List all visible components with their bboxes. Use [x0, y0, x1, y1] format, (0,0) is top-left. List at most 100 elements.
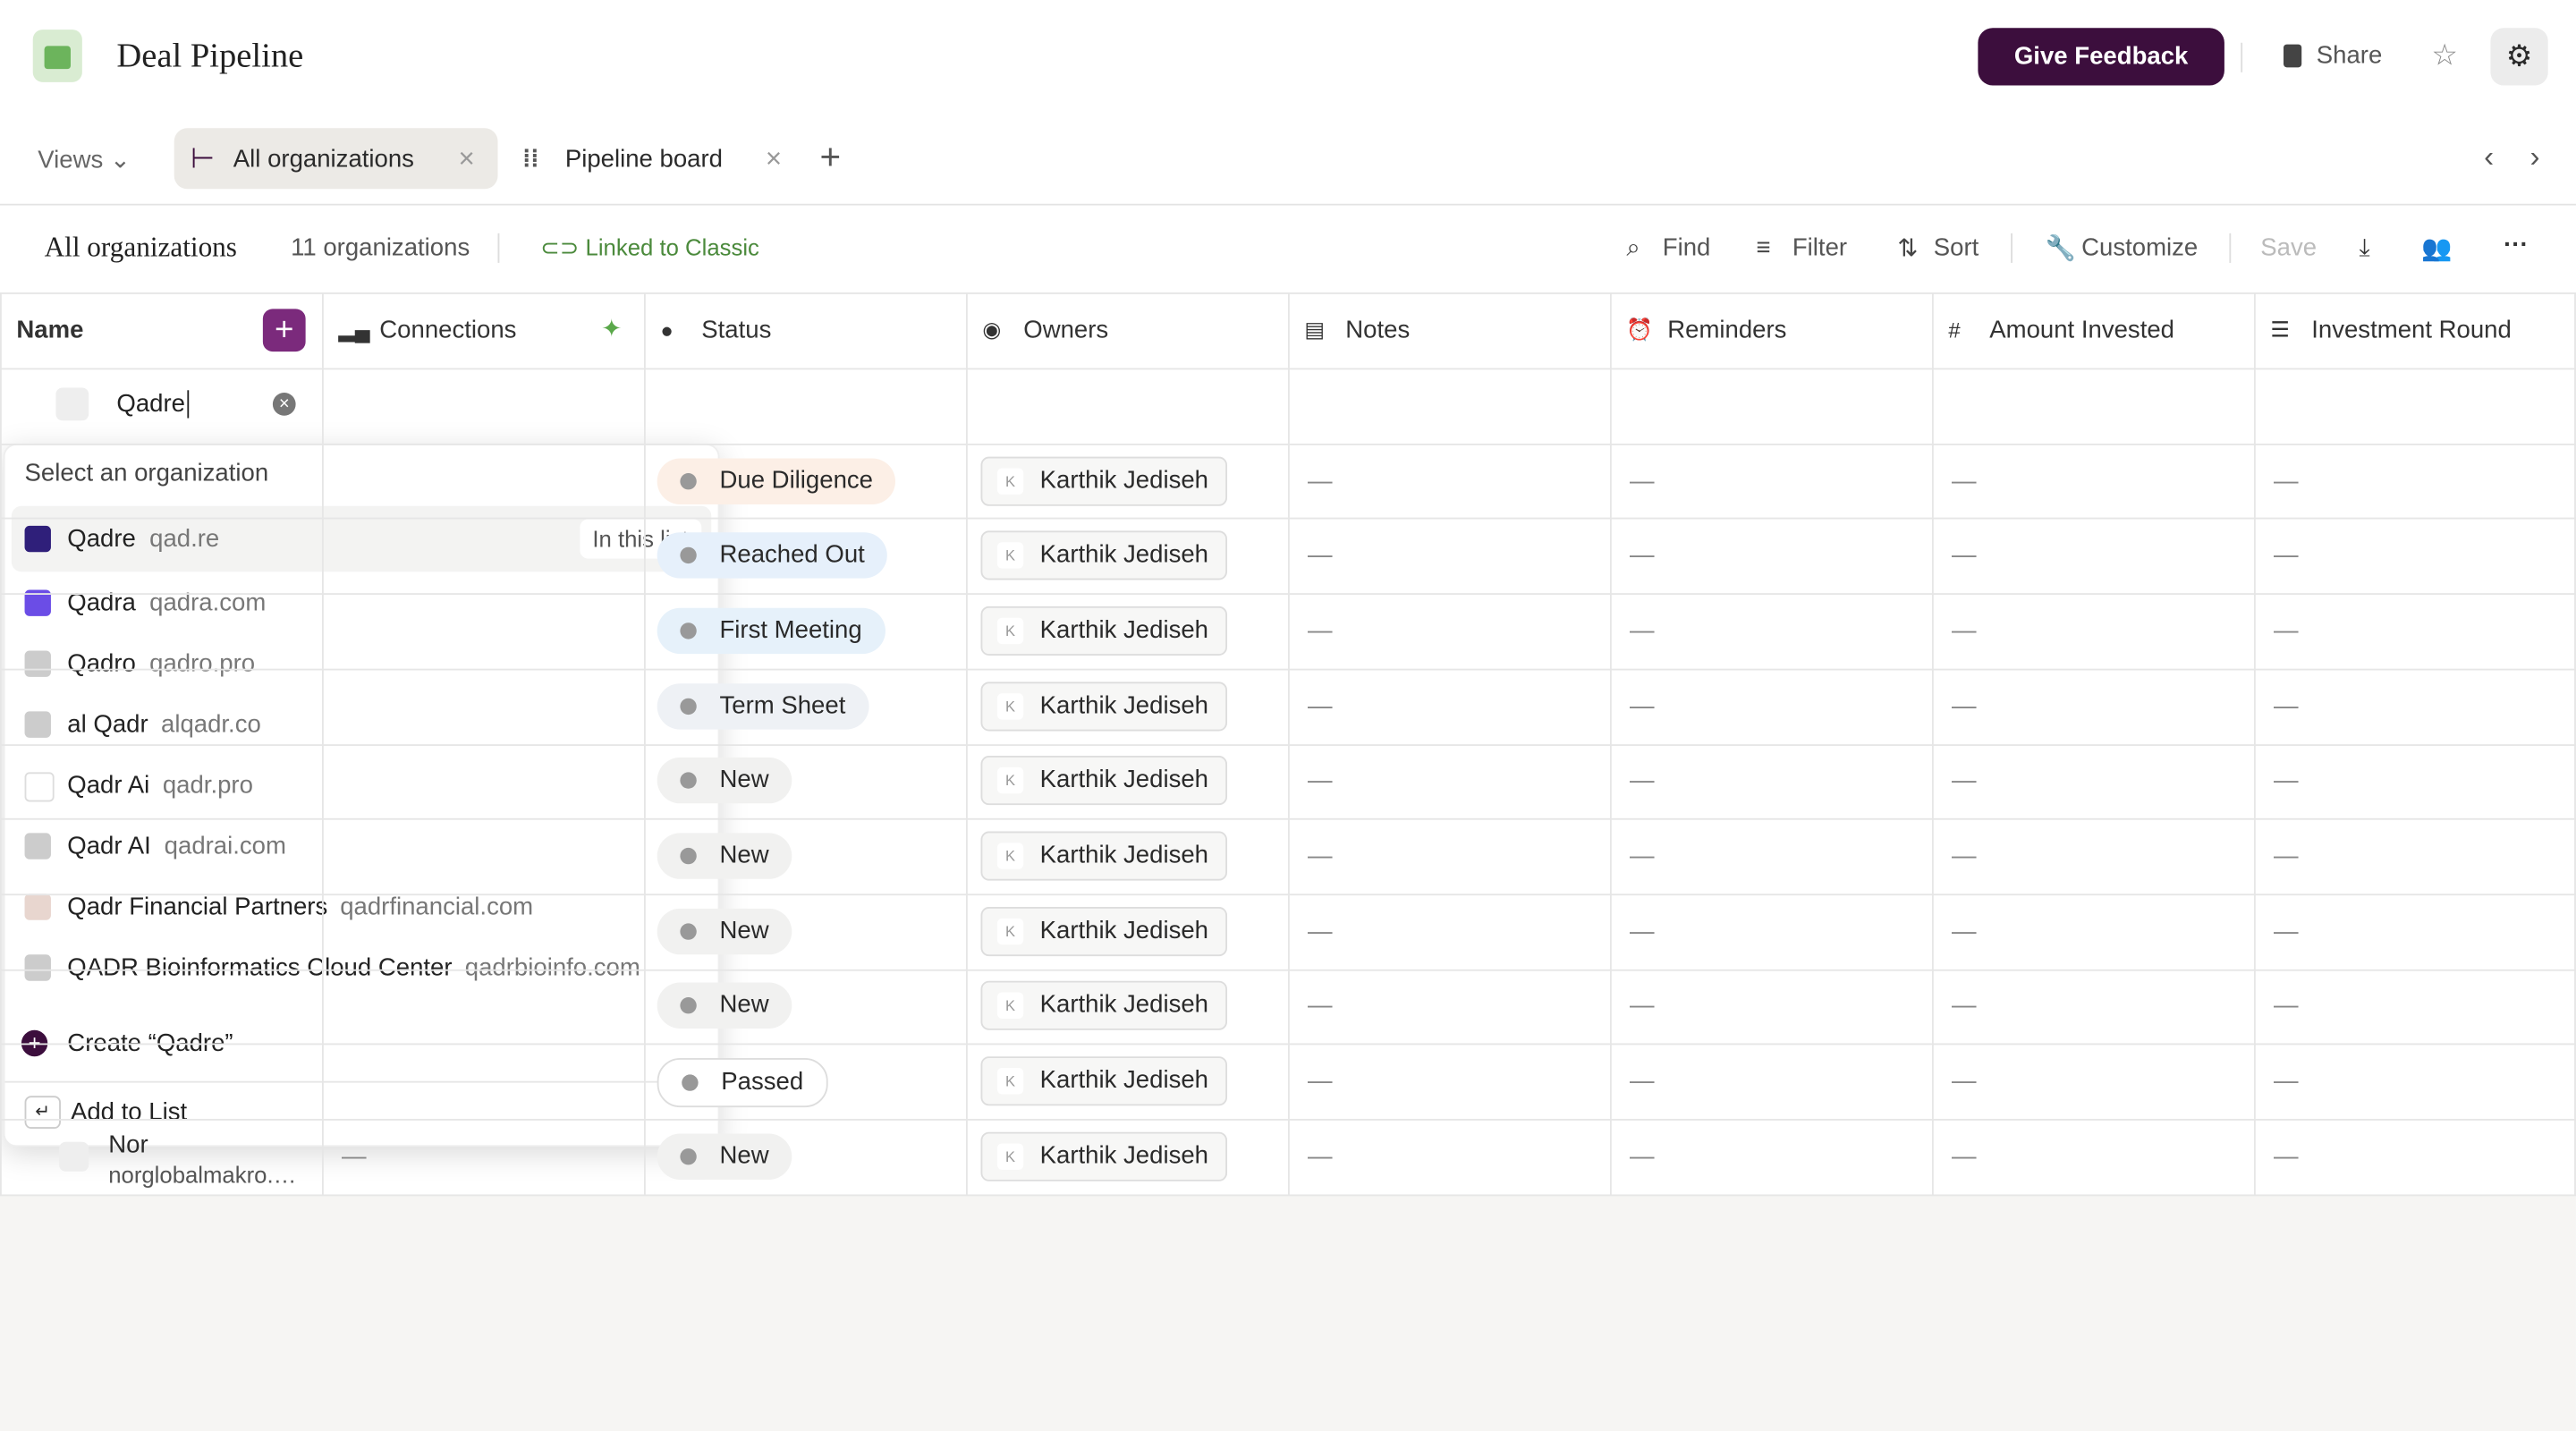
add-tab[interactable]: + [819, 136, 842, 178]
feedback-button[interactable]: Give Feedback [1978, 28, 2224, 86]
status-pill[interactable]: Due Diligence [657, 457, 896, 504]
owner-chip[interactable]: K Karthik Jediseh [980, 605, 1227, 656]
clear-button[interactable]: × [272, 393, 296, 416]
status-label: Reached Out [719, 540, 865, 570]
org-name[interactable]: Nor [108, 1130, 148, 1159]
column-header[interactable]: Notes [1345, 316, 1411, 344]
status-pill[interactable]: Term Sheet [657, 682, 869, 729]
owner-chip[interactable]: K Karthik Jediseh [980, 756, 1227, 806]
owner-name: Karthik Jediseh [1039, 766, 1209, 794]
tab-close[interactable]: × [765, 142, 783, 174]
classic-link[interactable]: ⊂⊃ Linked to Classic [540, 233, 759, 261]
share-button[interactable]: Share [2316, 41, 2383, 71]
empty-cell: — [1630, 691, 1655, 720]
status-pill[interactable]: New [657, 758, 792, 804]
views-menu[interactable]: Views ⌄ [38, 146, 131, 174]
owner-chip[interactable]: K Karthik Jediseh [980, 530, 1227, 580]
owner-chip[interactable]: K Karthik Jediseh [980, 681, 1227, 731]
empty-cell: — [342, 1142, 367, 1171]
dropdown-item[interactable]: QADR Bioinformatics Cloud Center qadrbioi… [12, 935, 711, 1000]
tab-label[interactable]: All organizations [233, 145, 414, 174]
status-pill[interactable]: New [657, 833, 792, 879]
toolbar-button[interactable]: Filter [1792, 233, 1848, 263]
more-button[interactable]: ··· [2504, 231, 2529, 259]
toolbar-button[interactable]: Save [2260, 233, 2318, 263]
empty-area [0, 1194, 2576, 1431]
status-pill[interactable]: New [657, 983, 792, 1029]
dropdown-item[interactable]: Qadre qad.re In this list [11, 505, 712, 572]
dropdown-heading: Select an organization [24, 459, 269, 487]
create-option[interactable]: Create “Qadre” [67, 1029, 233, 1058]
owner-avatar: K [996, 542, 1024, 570]
add-record[interactable]: + [262, 309, 306, 352]
column-header[interactable]: Owners [1023, 316, 1109, 344]
row-border [0, 668, 2576, 671]
empty-cell: — [1308, 766, 1333, 795]
empty-cell: — [1308, 992, 1333, 1020]
owner-chip[interactable]: K Karthik Jediseh [980, 1056, 1227, 1106]
empty-cell: — [2273, 466, 2299, 495]
status-pill[interactable]: Passed [657, 1058, 828, 1108]
org-domain: qadr.pro [162, 771, 253, 800]
owner-avatar: K [996, 993, 1024, 1020]
status-pill[interactable]: Reached Out [657, 532, 888, 580]
org-icon [59, 1141, 89, 1172]
status-dot [680, 472, 697, 489]
column-header[interactable]: Investment Round [2311, 316, 2512, 344]
owner-chip[interactable]: K Karthik Jediseh [980, 831, 1227, 881]
owner-chip[interactable]: K Karthik Jediseh [980, 906, 1227, 956]
action-icon: 🔧 [2045, 234, 2077, 263]
dropdown-item[interactable]: Qadra qadra.com [12, 570, 711, 635]
download-button[interactable]: ⤓ [2359, 233, 2370, 263]
divider [0, 203, 2576, 206]
divider [497, 233, 500, 263]
toolbar-button[interactable]: Customize [2081, 233, 2199, 263]
column-header[interactable]: Name [16, 316, 84, 344]
dropdown-item[interactable]: al Qadr alqadr.co [12, 691, 711, 757]
dropdown-item[interactable]: Qadro qadro.pro [12, 631, 711, 696]
status-pill[interactable]: First Meeting [657, 607, 886, 655]
members-button[interactable]: 👥 [2421, 234, 2453, 263]
tab-label[interactable]: Pipeline board [564, 145, 723, 174]
owner-chip[interactable]: K Karthik Jediseh [980, 981, 1227, 1031]
tab-close[interactable]: × [458, 142, 475, 174]
empty-cell: — [1951, 1067, 1977, 1096]
empty-cell: — [1951, 541, 1977, 570]
row-border [0, 969, 2576, 970]
toolbar-button[interactable]: Find [1662, 233, 1711, 263]
column-header[interactable]: Amount Invested [1989, 316, 2175, 344]
empty-cell: — [1308, 691, 1333, 720]
column-header[interactable]: Connections [379, 316, 517, 344]
org-domain: qadrfinancial.com [340, 893, 534, 921]
status-dot [680, 773, 697, 790]
empty-cell: — [1951, 917, 1977, 945]
scroll-right[interactable]: › [2529, 140, 2540, 174]
scroll-left[interactable]: ‹ [2484, 140, 2495, 174]
tab-active[interactable] [174, 128, 498, 190]
dropdown-item[interactable]: Qadr Ai qadr.pro [12, 752, 711, 817]
status-pill[interactable]: New [657, 908, 792, 954]
org-name: al Qadr [67, 710, 148, 739]
column-icon: ◉ [982, 317, 1002, 343]
dropdown-item[interactable]: Qadr AI qadrai.com [12, 813, 711, 878]
action-icon: ⌕ [1626, 233, 1640, 263]
toolbar-button[interactable]: Sort [1933, 233, 1979, 263]
column-header[interactable]: Status [701, 316, 772, 344]
column-header[interactable]: Reminders [1667, 316, 1787, 344]
search-input[interactable]: Qadre [116, 390, 189, 419]
empty-cell: — [1308, 917, 1333, 945]
star-button[interactable]: ☆ [2431, 38, 2458, 72]
row-border [0, 368, 2576, 370]
add-to-list[interactable]: Add to List [70, 1098, 188, 1127]
dropdown-item[interactable]: Qadr Financial Partners qadrfinancial.com [12, 874, 711, 939]
owner-chip[interactable]: K Karthik Jediseh [980, 455, 1227, 505]
org-logo [24, 833, 51, 859]
status-pill[interactable]: New [657, 1133, 792, 1180]
owner-chip[interactable]: K Karthik Jediseh [980, 1131, 1227, 1181]
views-label: Views [38, 146, 104, 174]
status-label: Due Diligence [719, 465, 874, 495]
settings-button[interactable]: ⚙ [2490, 28, 2548, 86]
tab-icon: ⁞⁞ [522, 145, 539, 174]
status-dot [680, 997, 697, 1015]
